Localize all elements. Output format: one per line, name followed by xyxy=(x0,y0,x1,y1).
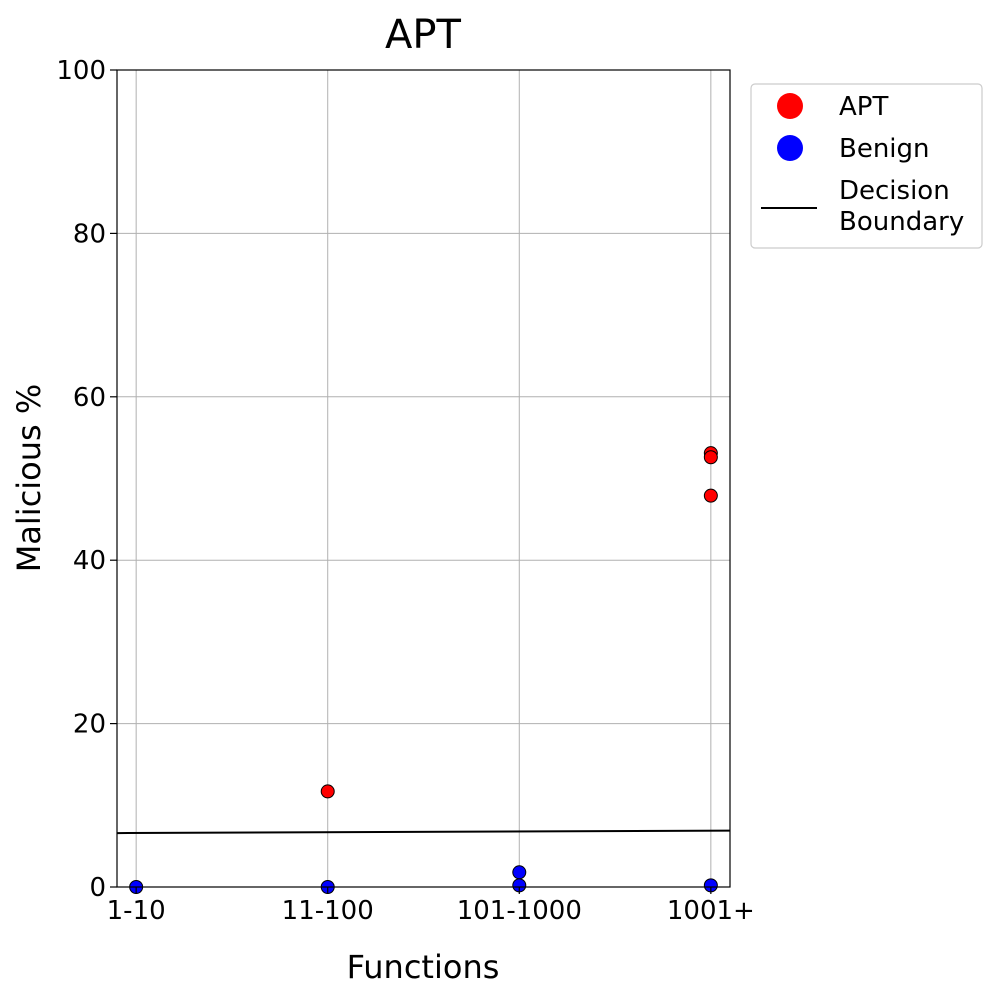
y-tick-label: 40 xyxy=(73,546,106,576)
legend-marker-benign xyxy=(777,135,803,161)
x-tick-label: 101-1000 xyxy=(457,896,582,926)
chart-title: APT xyxy=(385,12,461,58)
legend: APT Benign Decision Boundary xyxy=(750,83,983,249)
plot-area-frame xyxy=(116,69,731,888)
axis-ticks: 1-10 11-100 101-1000 1001+ 0 20 40 60 80 100 xyxy=(56,56,754,926)
x-tick-label: 1-10 xyxy=(107,896,166,926)
apt-data-point xyxy=(703,488,718,503)
x-axis-title: Functions xyxy=(347,948,500,986)
y-tick-label: 0 xyxy=(89,873,106,903)
y-tick-label: 20 xyxy=(73,710,106,740)
grid-lines xyxy=(117,69,730,888)
data-points-layer xyxy=(129,446,718,894)
decision-boundary-line xyxy=(116,829,731,835)
legend-label-decision-boundary-line: Boundary xyxy=(839,207,964,237)
x-tick-label: 1001+ xyxy=(667,896,755,926)
x-tick-label: 11-100 xyxy=(282,896,374,926)
y-tick-label: 60 xyxy=(73,383,106,413)
legend-label-apt: APT xyxy=(839,92,888,122)
legend-label-benign: Benign xyxy=(839,134,930,164)
decision-boundary-layer xyxy=(116,829,731,835)
apt-data-point xyxy=(703,450,718,465)
legend-marker-apt xyxy=(777,93,803,119)
apt-data-point xyxy=(320,784,335,799)
y-axis-title: Malicious % xyxy=(10,384,48,573)
benign-data-point xyxy=(512,865,527,880)
legend-label-decision-boundary-line: Decision xyxy=(839,176,950,206)
legend-label-decision-boundary: Decision Boundary xyxy=(839,176,964,237)
y-tick-label: 100 xyxy=(56,56,106,86)
y-tick-label: 80 xyxy=(73,219,106,249)
